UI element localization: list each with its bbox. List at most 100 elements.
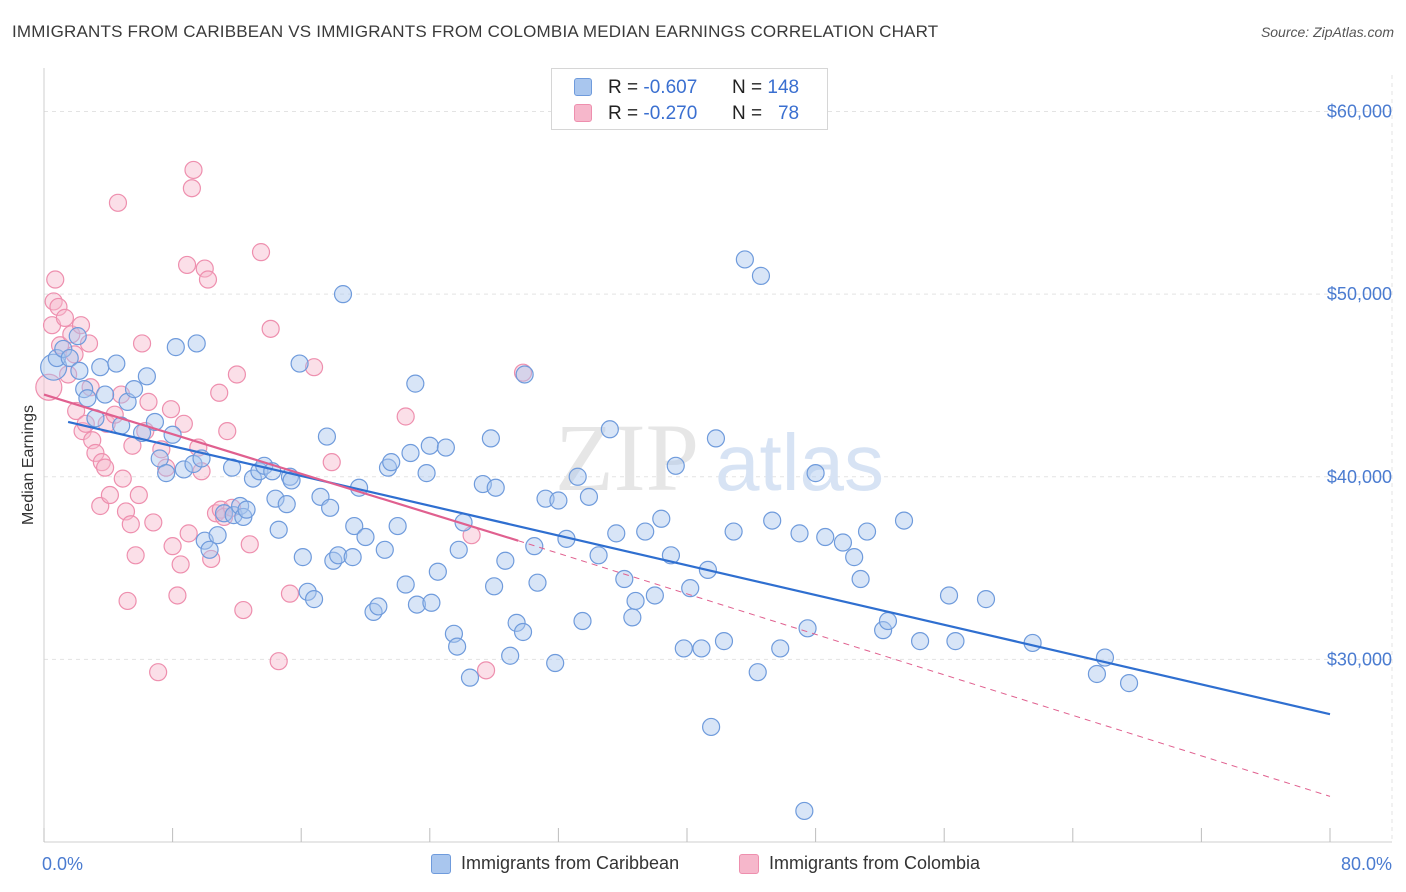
data-point xyxy=(674,639,693,658)
data-point xyxy=(692,639,711,658)
data-point xyxy=(107,354,126,373)
data-point xyxy=(626,591,645,611)
data-point xyxy=(816,527,835,547)
data-point xyxy=(795,801,814,821)
correlation-legend: R = -0.607 N = 148 R = -0.270 N = 78 xyxy=(551,68,828,130)
data-point xyxy=(333,285,353,304)
data-point xyxy=(60,348,79,368)
data-point xyxy=(304,358,324,377)
data-point xyxy=(401,443,420,463)
data-point xyxy=(501,646,520,665)
trend-lines xyxy=(43,393,1331,797)
data-point xyxy=(166,338,185,357)
data-point xyxy=(436,438,455,457)
data-point xyxy=(86,443,105,463)
caribbean-n-value: 148 xyxy=(767,77,800,98)
data-point xyxy=(200,540,219,559)
data-point xyxy=(486,478,505,497)
data-point xyxy=(546,653,565,673)
data-point xyxy=(157,458,176,477)
legend-n-label: N = xyxy=(732,103,763,124)
grid-lines xyxy=(44,75,1393,842)
caribbean-swatch xyxy=(574,78,592,96)
data-point xyxy=(137,367,156,386)
colombia-legend-swatch xyxy=(739,854,759,874)
data-point xyxy=(406,374,425,393)
data-point xyxy=(202,549,221,569)
data-point xyxy=(182,179,201,198)
y-axis-label: Median Earnings xyxy=(20,405,37,525)
data-point xyxy=(179,524,198,543)
data-point xyxy=(976,590,996,609)
legend-r-label: R = xyxy=(608,77,639,98)
data-point xyxy=(234,600,253,620)
colombia-trend-line xyxy=(43,393,519,542)
data-point xyxy=(600,420,619,439)
data-point xyxy=(149,663,168,682)
data-point xyxy=(124,380,144,399)
data-point xyxy=(280,584,300,603)
data-point xyxy=(513,622,533,642)
data-point xyxy=(174,460,193,479)
data-point xyxy=(177,255,197,275)
data-point xyxy=(845,548,864,567)
data-point xyxy=(833,533,853,552)
data-point xyxy=(476,661,496,680)
data-point xyxy=(54,339,73,359)
data-point xyxy=(118,591,137,611)
data-point xyxy=(40,353,68,381)
data-point xyxy=(343,548,362,567)
data-point xyxy=(317,427,337,446)
data-point xyxy=(515,365,534,384)
data-point xyxy=(378,458,398,477)
data-point xyxy=(35,373,63,401)
data-point xyxy=(298,582,317,601)
data-point xyxy=(240,535,259,554)
data-point xyxy=(874,621,893,640)
data-point xyxy=(218,422,237,441)
data-point xyxy=(636,522,655,541)
caribbean-legend-label: Immigrants from Caribbean xyxy=(461,853,680,873)
data-point xyxy=(481,429,500,448)
data-point xyxy=(174,414,193,433)
data-point xyxy=(1087,664,1107,684)
data-point xyxy=(806,464,825,483)
data-point xyxy=(208,526,227,545)
data-point xyxy=(645,586,664,605)
data-point xyxy=(321,498,340,517)
data-point xyxy=(113,469,132,488)
data-point xyxy=(55,308,74,327)
data-point xyxy=(798,619,817,638)
colombia-swatch xyxy=(574,104,592,122)
data-point xyxy=(681,579,700,598)
data-point xyxy=(549,491,568,510)
data-point xyxy=(706,429,726,448)
data-point xyxy=(763,511,782,530)
legend-n-label: N = xyxy=(732,77,763,98)
data-point xyxy=(290,354,309,373)
data-point xyxy=(448,637,467,656)
data-point xyxy=(449,540,468,559)
colombia-trend-extension xyxy=(518,540,1331,797)
data-point xyxy=(496,551,515,570)
data-point xyxy=(422,593,441,612)
data-point xyxy=(388,516,407,536)
data-point xyxy=(364,602,383,622)
axes xyxy=(43,68,1392,843)
watermark-atlas: atlas xyxy=(715,418,884,507)
data-point xyxy=(139,392,158,411)
data-point xyxy=(145,412,165,432)
data-point xyxy=(771,639,790,658)
data-point xyxy=(161,400,181,419)
caribbean-trend-line xyxy=(67,420,1331,716)
data-point xyxy=(126,546,145,565)
data-point xyxy=(417,464,436,483)
data-point xyxy=(579,487,599,506)
chart-title: IMMIGRANTS FROM CARIBBEAN VS IMMIGRANTS … xyxy=(12,22,939,41)
data-point xyxy=(939,586,959,605)
data-point xyxy=(396,407,415,426)
data-point xyxy=(144,513,163,532)
data-point xyxy=(100,485,120,505)
data-point xyxy=(108,193,128,212)
data-point xyxy=(46,270,65,289)
